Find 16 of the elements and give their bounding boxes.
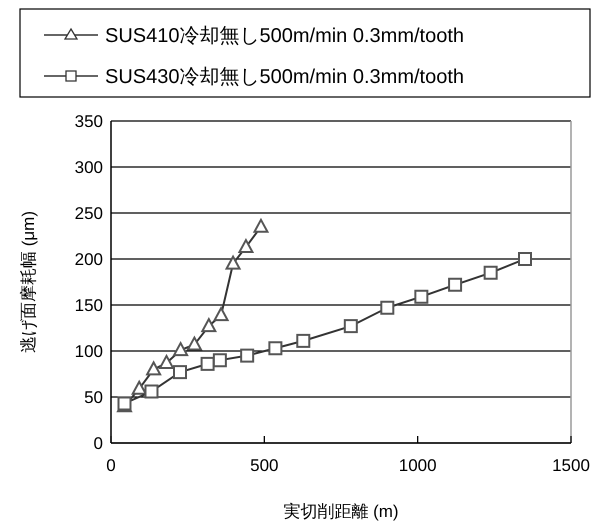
- y-tick-label: 250: [74, 204, 103, 223]
- y-tick-label: 200: [74, 250, 103, 269]
- x-tick-label: 500: [250, 456, 279, 475]
- y-axis-title: 逃げ面摩耗幅 (μm): [19, 210, 38, 354]
- y-tick-label: 300: [74, 158, 103, 177]
- y-tick-label: 50: [84, 388, 103, 407]
- legend-label: SUS410冷却無し500m/min 0.3mm/tooth: [105, 25, 464, 47]
- y-tick-label: 100: [74, 342, 103, 361]
- x-axis-title: 実切削距離 (m): [283, 502, 399, 521]
- y-tick-label: 350: [74, 112, 103, 131]
- x-tick-label: 0: [106, 456, 116, 475]
- x-tick-label: 1000: [398, 456, 437, 475]
- x-tick-label: 1500: [552, 456, 590, 475]
- y-tick-label: 0: [94, 434, 103, 453]
- legend-label: SUS430冷却無し500m/min 0.3mm/tooth: [105, 66, 464, 88]
- y-tick-label: 150: [74, 296, 103, 315]
